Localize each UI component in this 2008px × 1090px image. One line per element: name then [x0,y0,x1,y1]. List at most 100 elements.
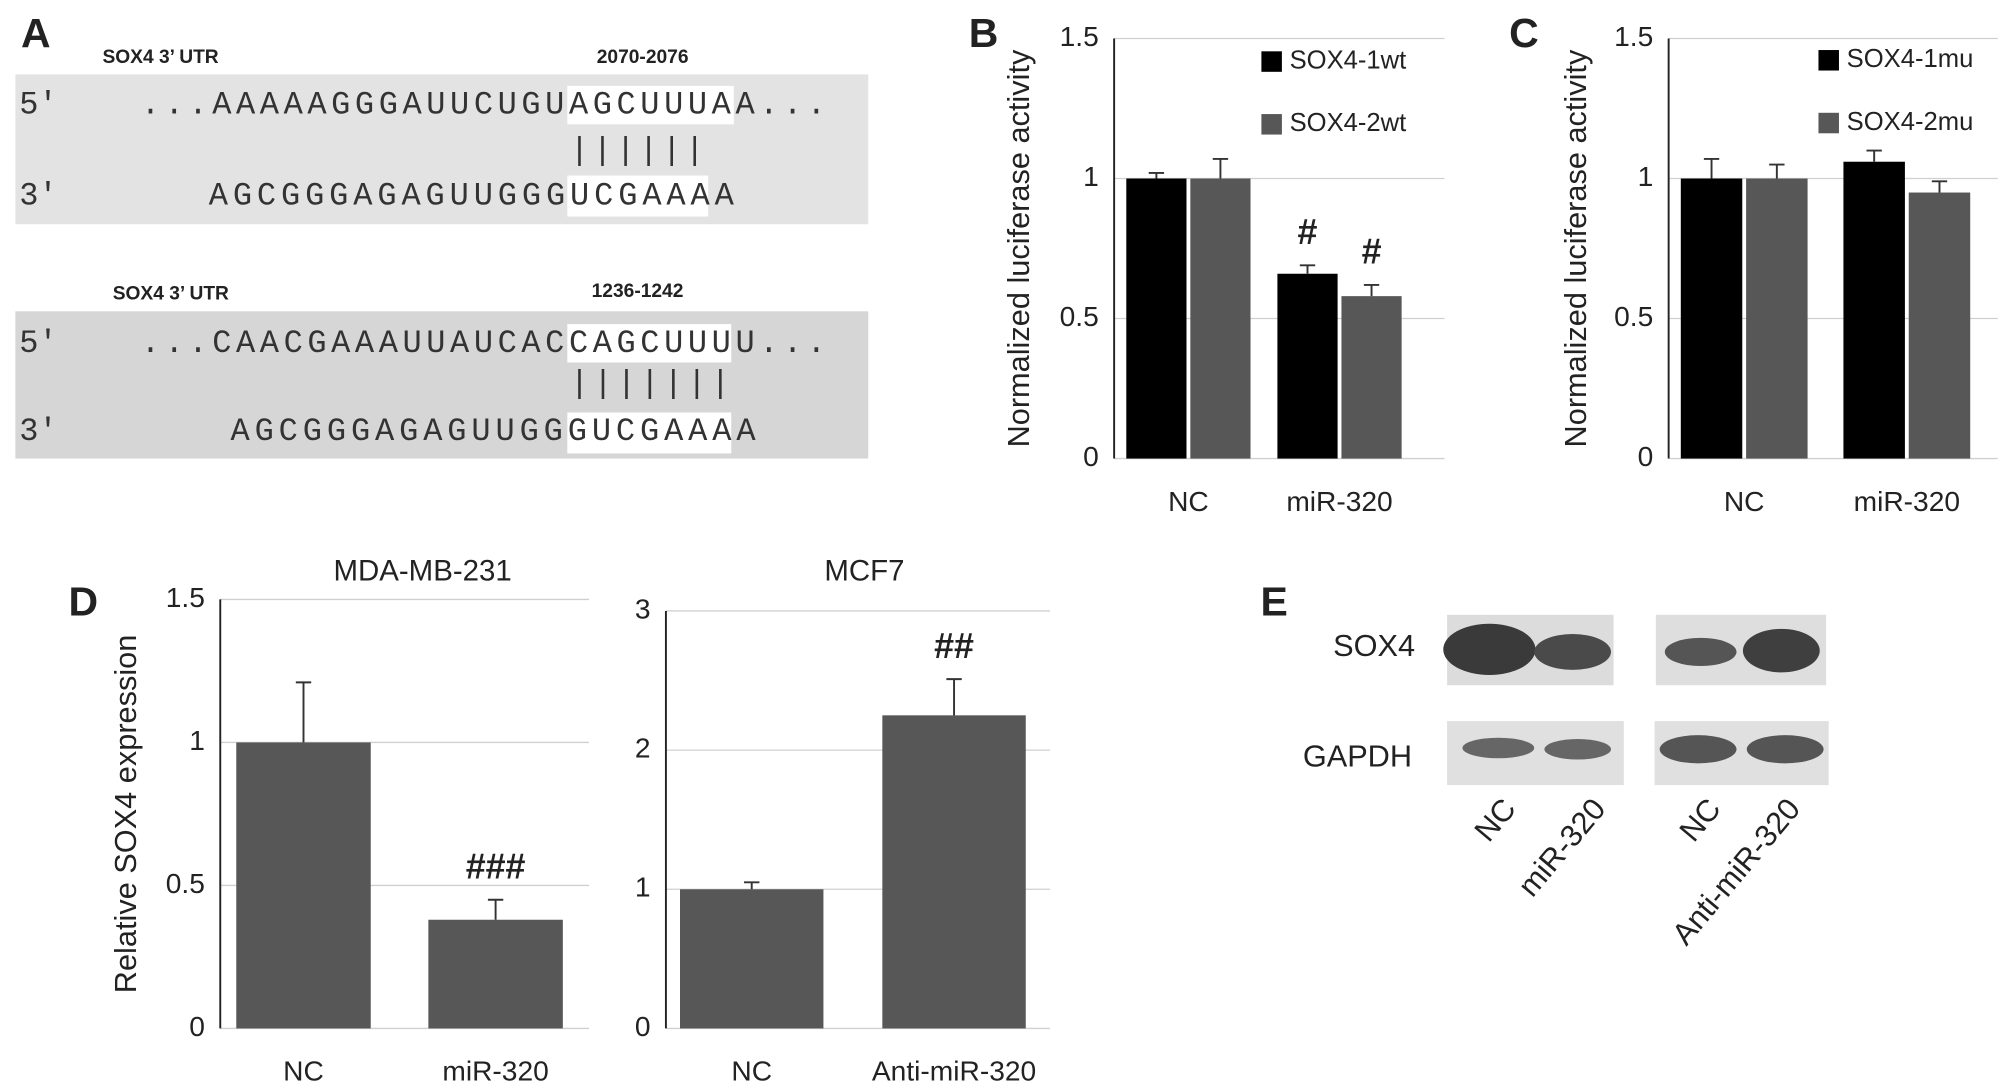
error-bar [1769,163,1785,179]
legend-label: SOX4-2wt [1290,109,1407,137]
site-label: 1236-1242 [592,281,684,302]
blot-band [1746,735,1824,764]
bar [882,715,1026,1029]
error-bar [1299,264,1316,274]
y-tick-label: 1.5 [166,581,205,613]
error-bar [1363,283,1380,297]
bar [680,889,824,1029]
error-bar [946,678,962,716]
y-tick-label: 1 [189,724,205,756]
legend-label: SOX4-1mu [1847,45,1974,73]
blot-band [1544,739,1612,760]
significance-mark: # [1362,232,1382,272]
y-axis-title: Normalized luciferase activity [1001,49,1036,447]
blot-band [1462,737,1535,759]
seed-highlight [567,412,732,454]
error-bar [1148,171,1165,179]
x-tick-label: NC [1168,485,1209,517]
error-bar [1866,149,1882,162]
x-tick-label: NC [283,1055,324,1087]
error-bar [1703,157,1720,179]
panel-label: D [68,578,98,624]
bar [1277,273,1338,459]
bar [236,742,371,1029]
legend-swatch [1818,112,1839,134]
blot-row-label: GAPDH [1303,738,1412,773]
lane-label: NC [1672,792,1727,848]
y-tick-label: 0.5 [1060,300,1099,332]
y-tick-label: 0 [1083,440,1099,472]
lane-label: miR-320 [1511,792,1612,903]
legend-label: SOX4-1wt [1290,46,1407,74]
seed-highlight [567,85,734,125]
bar [1908,192,1971,459]
significance-mark: ### [466,846,526,886]
y-axis-title: Normalized luciferase activity [1558,49,1593,447]
significance-mark: ## [934,626,974,666]
error-bar [1212,157,1229,179]
x-tick-label: miR-320 [1854,485,1960,517]
strand-end: 5' [19,87,57,124]
legend-swatch [1818,50,1839,71]
y-tick-label: 3 [635,592,651,624]
x-tick-label: NC [1724,485,1765,517]
gene-label: SOX4 3’ UTR [113,284,229,305]
x-tick-label: Anti-miR-320 [872,1055,1036,1087]
y-tick-label: 0.5 [1614,300,1653,332]
error-bar [1931,180,1948,193]
y-tick-label: 0.5 [166,867,205,899]
y-tick-label: 1 [1083,160,1099,192]
blot-band [1443,623,1536,675]
panel-label: A [21,10,51,56]
significance-mark: # [1298,212,1318,252]
bar [1341,296,1402,459]
strand-end: 3' [19,177,57,214]
pairing: ||||||| [570,366,730,403]
legend-swatch [1261,114,1282,135]
blot-band [1659,735,1737,764]
legend-swatch [1261,51,1282,72]
y-tick-label: 1 [1638,160,1654,192]
sequence: ...AAAAAGGGAUUCUGUAGCUUUAA... [141,87,826,124]
strand-end: 3' [19,413,57,450]
y-tick-label: 1.5 [1614,20,1653,52]
x-tick-label: NC [731,1055,772,1087]
panel-label: C [1509,10,1539,56]
y-tick-label: 0 [1638,440,1654,472]
bar [428,919,563,1029]
blot-band [1742,628,1820,673]
seed-highlight [567,175,709,217]
y-axis-title: Relative SOX4 expression [108,635,143,994]
error-bar [487,898,504,920]
chart-title: MCF7 [824,554,904,587]
y-tick-label: 0 [189,1010,205,1042]
error-bar [744,881,760,890]
bar [1843,161,1905,459]
strand-end: 5' [19,325,57,362]
lane-label: NC [1467,792,1522,848]
sequence: ...CAACGAAAUUAUCACCAGCUUUU... [141,325,826,362]
chart-title: MDA-MB-231 [333,554,511,587]
y-tick-label: 1.5 [1060,20,1099,52]
y-tick-label: 2 [635,732,651,764]
y-tick-label: 1 [635,871,651,903]
blot-row-label: SOX4 [1333,628,1415,663]
bar [1680,178,1743,459]
blot-band [1534,634,1612,670]
bar [1126,178,1187,459]
x-tick-label: miR-320 [442,1055,548,1087]
seed-highlight [567,324,732,363]
site-label: 2070-2076 [597,47,689,68]
y-tick-label: 0 [635,1010,651,1042]
panel-label: B [969,10,999,56]
x-tick-label: miR-320 [1286,485,1392,517]
legend-label: SOX4-2mu [1847,108,1974,136]
bar [1190,178,1251,459]
blot-band [1664,637,1737,667]
error-bar [295,681,312,743]
bar [1746,178,1808,459]
panel-label: E [1261,578,1288,624]
gene-label: SOX4 3’ UTR [102,47,218,68]
